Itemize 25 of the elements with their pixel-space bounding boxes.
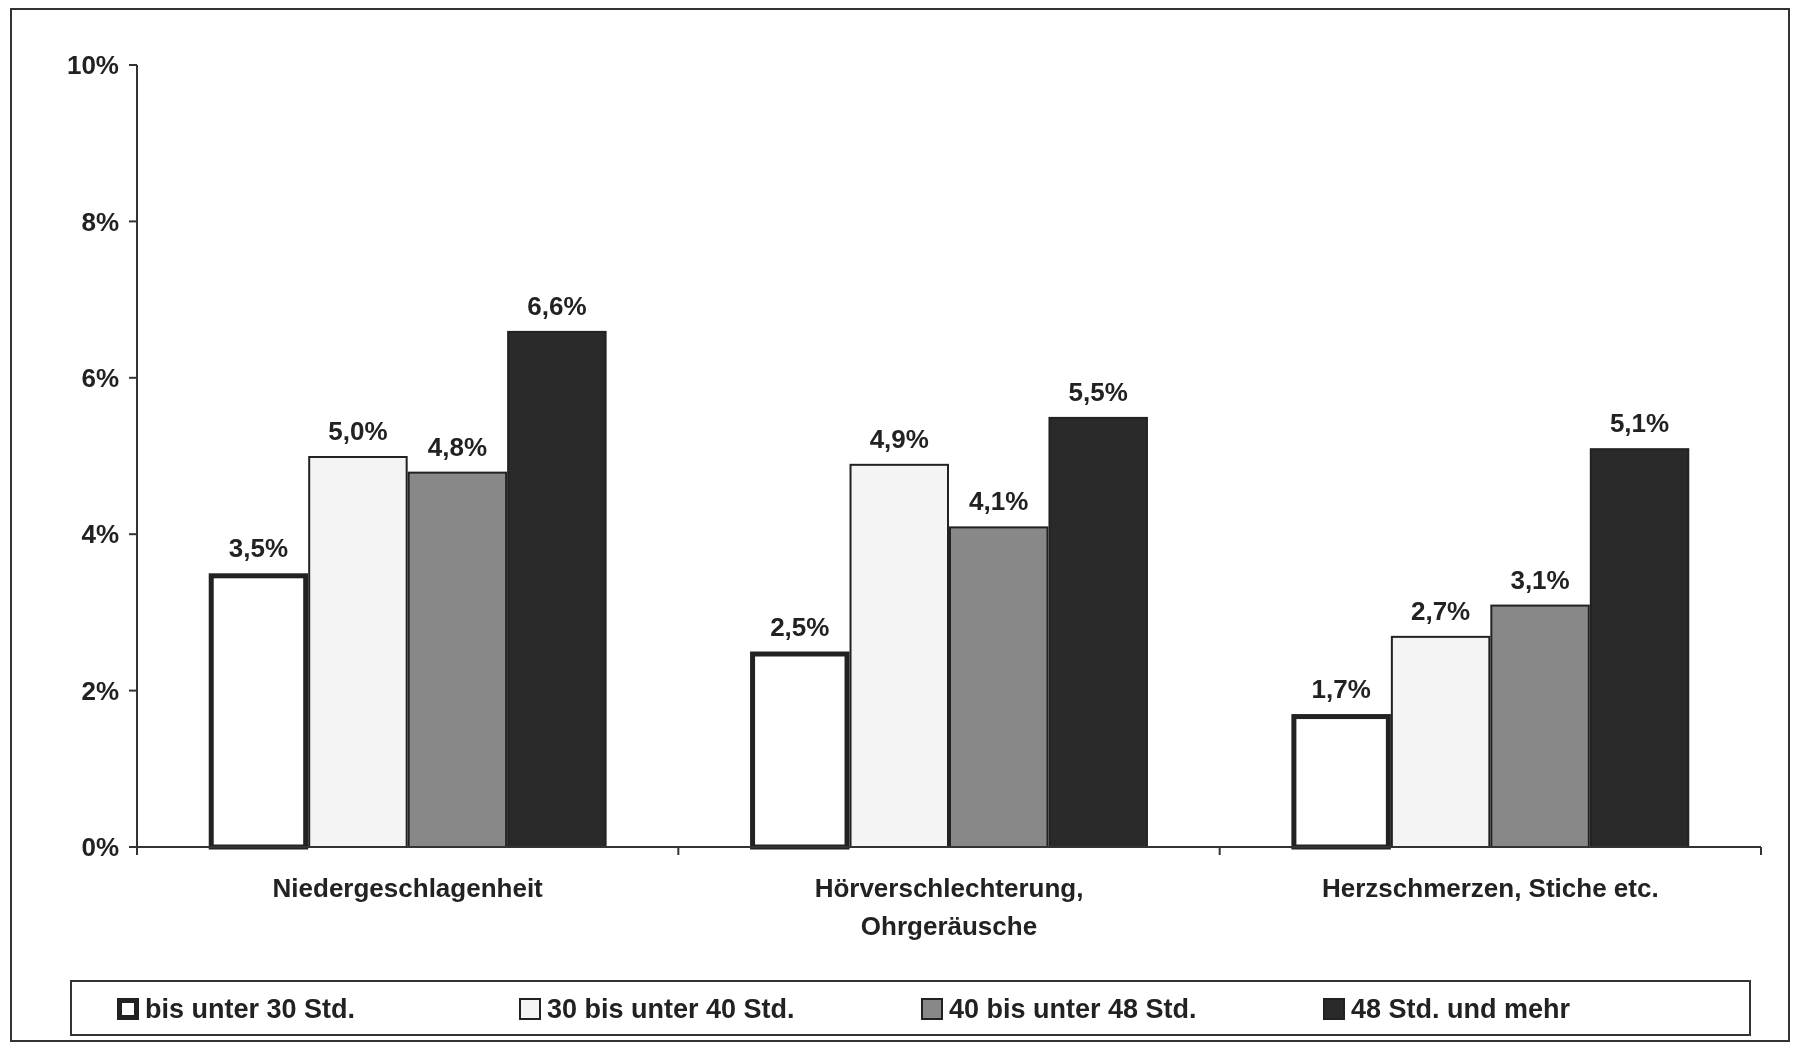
x-tick-label: Herzschmerzen, Stiche etc.	[1321, 873, 1659, 903]
legend-label: 48 Std. und mehr	[1351, 994, 1571, 1025]
y-tick-label: 10%	[66, 50, 119, 81]
legend-label: 40 bis unter 48 Std.	[949, 994, 1197, 1025]
y-tick-label: 2%	[81, 675, 119, 706]
legend-label: 30 bis unter 40 Std.	[547, 994, 795, 1025]
data-label: 4,8%	[427, 431, 488, 462]
data-label: 5,1%	[1609, 408, 1670, 439]
y-tick-label: 4%	[81, 519, 119, 550]
legend-label: bis unter 30 Std.	[145, 994, 356, 1025]
data-label: 2,7%	[1410, 595, 1471, 626]
y-tick-label: 0%	[81, 832, 119, 863]
x-tick-label: Hörverschlechterung, Ohrgeräusche	[814, 873, 1084, 941]
data-label: 2,5%	[770, 611, 830, 642]
data-label: 4,1%	[969, 486, 1029, 517]
data-label: 6,6%	[527, 290, 587, 321]
y-tick-label: 6%	[81, 362, 119, 393]
data-label: 5,0%	[328, 416, 388, 446]
data-label: 1,7%	[1311, 674, 1371, 705]
x-tick-label: Niedergeschlagenheit	[272, 873, 544, 903]
data-label: 5,5%	[1068, 376, 1128, 407]
data-label: 3,5%	[228, 533, 289, 564]
y-tick-label: 8%	[81, 206, 119, 237]
data-label: 3,1%	[1510, 564, 1570, 595]
data-label: 4,9%	[869, 423, 929, 454]
